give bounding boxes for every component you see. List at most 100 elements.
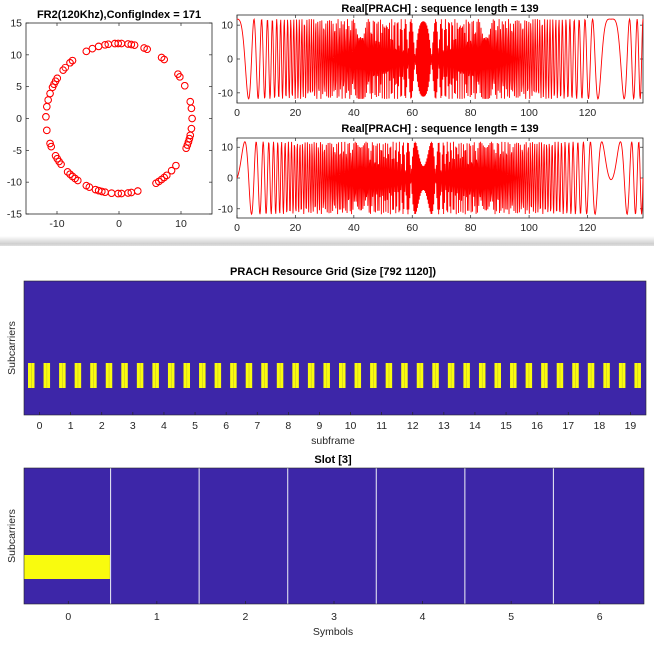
grid-xtick-label: 10 xyxy=(345,420,357,432)
line-xtick-label: 80 xyxy=(465,107,477,119)
slot-background xyxy=(24,468,644,604)
grid-background xyxy=(24,281,646,415)
scatter-point xyxy=(68,172,77,181)
slot-xtick-label: 1 xyxy=(154,611,160,623)
line-xtick-label: 80 xyxy=(465,222,477,234)
grid-xlabel: subframe xyxy=(311,435,355,447)
scatter-point xyxy=(187,104,196,113)
line-plot-1: Real[PRACH] : sequence length = 139 0 20 4… xyxy=(218,3,644,119)
scatter-ytick-label: -5 xyxy=(13,145,22,157)
line-plot-2: Real[PRACH] : sequence length = 139 0 20 4… xyxy=(218,123,644,234)
grid-ticks: 0 1 2 3 4 5 6 7 8 9 10 11 12 13 14 15 16 17 18 19 xyxy=(37,412,636,432)
line-xtick-label: 120 xyxy=(579,222,597,234)
scatter-point xyxy=(51,77,60,85)
slot-active-cell xyxy=(24,555,110,579)
scatter-point xyxy=(66,59,74,67)
scatter-point xyxy=(53,154,62,163)
line-xtick-label: 120 xyxy=(579,107,597,119)
scatter-point xyxy=(61,63,70,72)
scatter-point xyxy=(82,181,91,190)
bottom-figure-panel: PRACH Resource Grid (Size [792 1120]) 0 1… xyxy=(0,246,654,641)
scatter-point xyxy=(160,55,168,64)
scatter-point xyxy=(46,139,54,148)
scatter-ytick-label: 0 xyxy=(16,113,22,125)
grid-xtick-label: 9 xyxy=(317,420,323,432)
grid-xtick-label: 6 xyxy=(223,420,229,432)
scatter-point xyxy=(157,53,166,62)
scatter-point xyxy=(160,173,168,182)
scatter-point xyxy=(42,113,50,121)
scatter-point xyxy=(48,83,57,91)
line-ytick-label: 10 xyxy=(221,20,233,32)
grid-xtick-label: 12 xyxy=(407,420,419,432)
scatter-point xyxy=(188,114,196,123)
line-xtick-label: 0 xyxy=(234,107,240,119)
scatter-ytick-label: 10 xyxy=(10,49,22,61)
scatter-point xyxy=(114,39,122,48)
slot-xtick-label: 2 xyxy=(243,611,249,623)
slot-xtick-label: 5 xyxy=(508,611,514,623)
line-ytick-label: -10 xyxy=(218,87,233,99)
scatter-ytick-label: 15 xyxy=(10,18,22,30)
scatter-point xyxy=(185,134,194,143)
scatter-point xyxy=(172,161,180,170)
slot-cells xyxy=(24,468,554,604)
grid-xtick-label: 5 xyxy=(192,420,198,432)
line-ytick-label: 10 xyxy=(221,142,233,154)
grid-xtick-label: 18 xyxy=(594,420,606,432)
line-ytick-label: -10 xyxy=(218,203,233,215)
grid-xtick-label: 14 xyxy=(469,420,481,432)
scatter-point xyxy=(157,175,166,184)
line-ytick-label: 0 xyxy=(227,173,233,185)
line-xtick-label: 40 xyxy=(348,107,360,119)
grid-active-cells xyxy=(28,363,641,388)
line2-title: Real[PRACH] : sequence length = 139 xyxy=(341,123,538,135)
scatter-xtick-label: -10 xyxy=(49,218,64,230)
scatter-point xyxy=(71,174,79,183)
scatter-xtick-label: 0 xyxy=(116,218,122,230)
top-figures-svg: FR2(120Khz),ConfigIndex = 171 -10 0 101510… xyxy=(7,3,644,234)
grid-xtick-label: 2 xyxy=(99,420,105,432)
scatter-point xyxy=(91,185,100,194)
scatter-point xyxy=(94,42,103,51)
grid-xtick-label: 11 xyxy=(376,420,387,432)
grid-xtick-label: 16 xyxy=(531,420,543,432)
line-xtick-label: 20 xyxy=(290,107,302,119)
scatter-point xyxy=(167,166,176,175)
slot-xtick-label: 6 xyxy=(597,611,603,623)
slot-heatmap: Slot [3] 0 1 2 3 4 5 6 Symbols Subcarriers xyxy=(6,454,645,638)
scatter-point xyxy=(66,170,74,178)
scatter-point xyxy=(44,96,52,104)
grid-xtick-label: 13 xyxy=(438,420,450,432)
line-ytick-label: 0 xyxy=(227,54,233,66)
scatter-ticks: -10 0 10 15 10 5 0 -5 -10 -15 xyxy=(7,18,212,230)
scatter-point xyxy=(127,40,136,49)
grid-xtick-label: 4 xyxy=(161,420,167,432)
scatter-ytick-label: -10 xyxy=(7,177,22,189)
scatter-point xyxy=(59,66,67,74)
bottom-figures-svg: PRACH Resource Grid (Size [792 1120]) 0 1… xyxy=(6,266,647,638)
line-xtick-label: 100 xyxy=(520,222,538,234)
grid-xtick-label: 3 xyxy=(130,420,136,432)
scatter-axes-box xyxy=(25,22,213,215)
grid-xtick-label: 0 xyxy=(37,420,43,432)
scatter-points xyxy=(42,39,196,198)
scatter-point xyxy=(183,141,192,149)
resource-grid-heatmap: PRACH Resource Grid (Size [792 1120]) 0 1… xyxy=(6,266,647,447)
slot-xtick-label: 3 xyxy=(331,611,337,623)
slot-ylabel: Subcarriers xyxy=(6,509,18,563)
slot-ticks: 0 1 2 3 4 5 6 xyxy=(65,601,603,623)
scatter-ytick-label: -15 xyxy=(7,209,22,221)
line-xtick-label: 100 xyxy=(520,107,538,119)
scatter-point xyxy=(143,45,151,53)
grid-xtick-label: 17 xyxy=(562,420,574,432)
scatter-point xyxy=(82,47,91,56)
scatter-point xyxy=(152,179,160,187)
grid-title: PRACH Resource Grid (Size [792 1120]) xyxy=(230,266,436,278)
scatter-point xyxy=(174,70,182,78)
scatter-ytick-label: 5 xyxy=(16,81,22,93)
scatter-constellation-plot: FR2(120Khz),ConfigIndex = 171 -10 0 10 15 10… xyxy=(7,9,213,230)
scatter-point xyxy=(163,171,171,180)
